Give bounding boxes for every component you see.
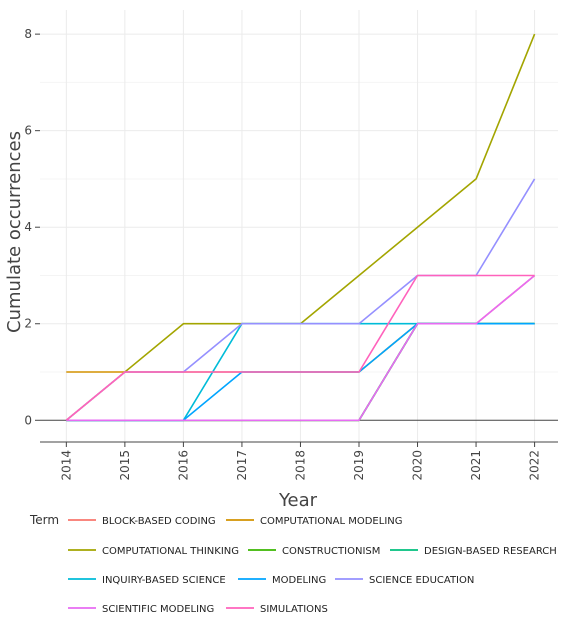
legend-label: CONSTRUCTIONISM (282, 546, 380, 557)
series-line-simulations (65, 274, 535, 421)
legend-label: DESIGN-BASED RESEARCH (424, 546, 557, 557)
x-tick-label: 2022 (528, 450, 542, 481)
y-tick-label: 8 (24, 27, 32, 41)
x-axis-title: Year (278, 490, 318, 511)
y-tick-label: 4 (24, 220, 32, 234)
legend-label: MODELING (272, 575, 326, 586)
legend: Term BLOCK-BASED CODING COMPUTATIONAL MOD… (29, 513, 557, 615)
x-tick-label: 2020 (411, 450, 425, 481)
legend-label: BLOCK-BASED CODING (102, 516, 216, 527)
y-tick-label: 0 (24, 413, 32, 427)
x-tick-label: 2017 (235, 450, 249, 481)
legend-label: INQUIRY-BASED SCIENCE (102, 575, 226, 586)
legend-label: COMPUTATIONAL MODELING (260, 516, 403, 527)
x-tick-label: 2015 (118, 450, 132, 481)
legend-label: SCIENCE EDUCATION (369, 575, 474, 586)
y-tick-label: 2 (24, 317, 32, 331)
legend-label: SCIENTIFIC MODELING (102, 604, 214, 615)
y-axis-title: Cumulate occurrences (4, 131, 25, 333)
legend-title: Term (29, 513, 59, 527)
y-tick-label: 6 (24, 124, 32, 138)
x-tick-label: 2019 (352, 450, 366, 481)
grid (40, 10, 558, 442)
x-axis-ticks: 2014 2015 2016 2017 2018 2019 2020 2021 2022 (59, 442, 542, 481)
x-tick-label: 2018 (293, 450, 307, 481)
series-lines (65, 33, 536, 422)
x-tick-label: 2014 (59, 450, 73, 481)
legend-label: SIMULATIONS (260, 604, 328, 615)
legend-label: COMPUTATIONAL THINKING (102, 546, 239, 557)
x-tick-label: 2016 (176, 450, 190, 481)
y-axis-ticks: 0 2 4 6 8 (24, 27, 40, 427)
series-line-scientific-modeling (66, 274, 536, 422)
x-tick-label: 2021 (469, 450, 483, 481)
